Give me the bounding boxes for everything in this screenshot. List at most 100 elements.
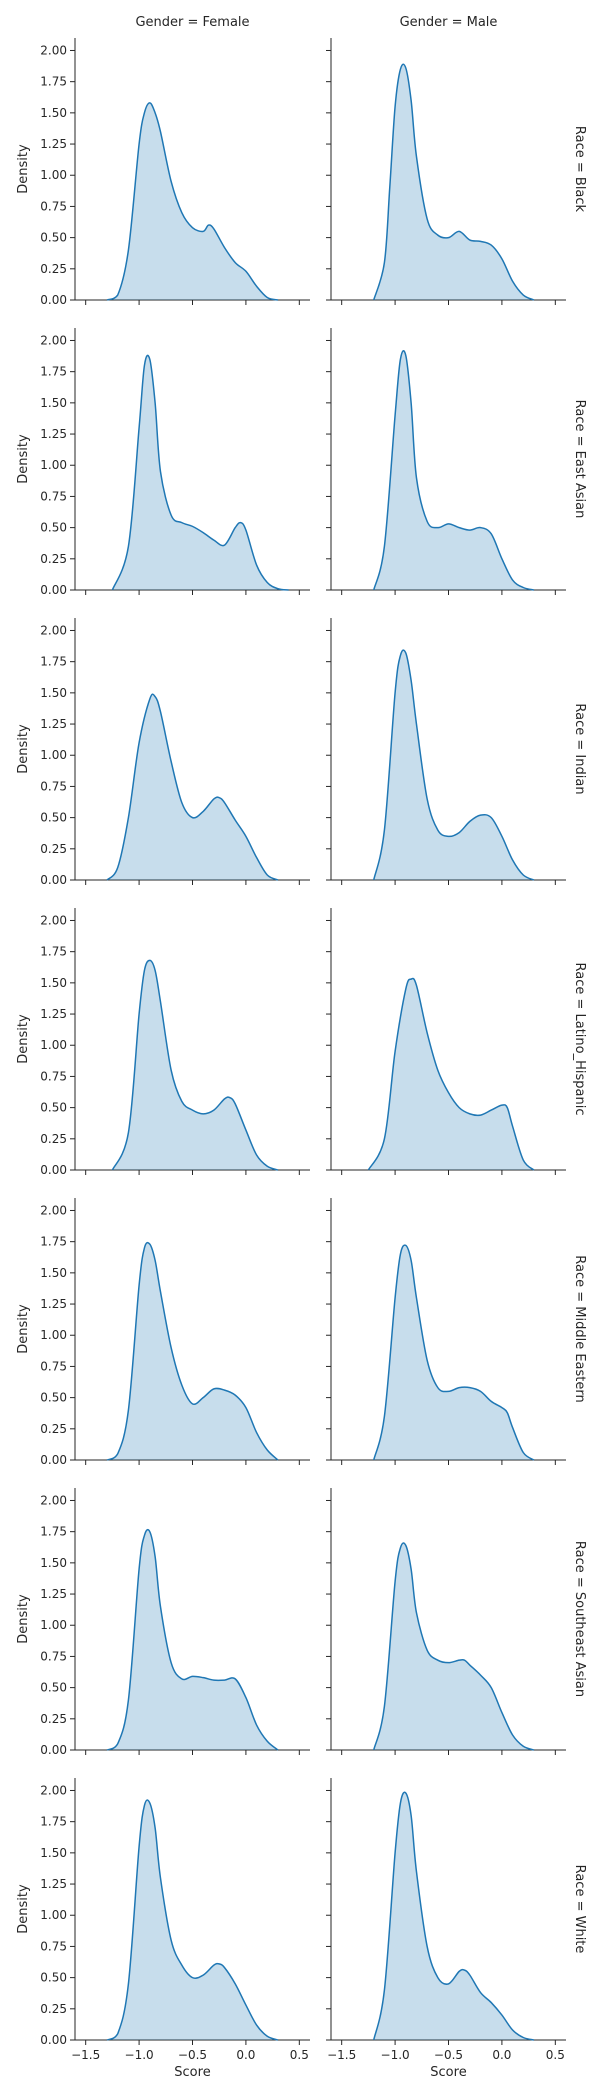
y-tick-label: 1.50 bbox=[40, 1556, 67, 1570]
y-axis-label: Density bbox=[16, 724, 31, 774]
x-tick-label: 0.0 bbox=[236, 2048, 255, 2062]
y-tick-label: 0.25 bbox=[40, 552, 67, 566]
y-tick-label: 1.75 bbox=[40, 945, 67, 959]
density-area bbox=[107, 102, 278, 300]
column-title: Gender = Male bbox=[400, 15, 498, 30]
y-tick-label: 0.50 bbox=[40, 1681, 67, 1695]
y-tick-label: 0.25 bbox=[40, 1422, 67, 1436]
density-area bbox=[373, 1245, 534, 1460]
y-axis-label: Density bbox=[16, 1884, 31, 1934]
y-tick-label: 1.50 bbox=[40, 1266, 67, 1280]
y-tick-label: 1.00 bbox=[40, 1908, 67, 1922]
y-tick-label: 1.75 bbox=[40, 655, 67, 669]
x-tick-label: −1.0 bbox=[381, 2048, 410, 2062]
row-title: Race = Indian bbox=[572, 703, 587, 794]
y-tick-label: 2.00 bbox=[40, 913, 67, 927]
density-line bbox=[372, 1791, 535, 2041]
density-line bbox=[373, 63, 535, 301]
y-tick-label: 0.25 bbox=[40, 262, 67, 276]
density-area bbox=[107, 1800, 278, 2040]
y-tick-label: 1.25 bbox=[40, 1877, 67, 1891]
y-tick-label: 1.00 bbox=[40, 748, 67, 762]
density-line bbox=[111, 959, 279, 1171]
x-tick-label: −0.5 bbox=[434, 2048, 463, 2062]
y-tick-label: 1.00 bbox=[40, 168, 67, 182]
y-tick-label: 0.00 bbox=[40, 1453, 67, 1467]
y-tick-label: 0.00 bbox=[40, 293, 67, 307]
y-tick-label: 0.50 bbox=[40, 1101, 67, 1115]
x-tick-label: −1.5 bbox=[327, 2048, 356, 2062]
y-tick-label: 0.75 bbox=[40, 1069, 67, 1083]
row-title: Race = Latino_Hispanic bbox=[572, 962, 587, 1115]
density-line bbox=[106, 1241, 279, 1461]
y-tick-label: 1.50 bbox=[40, 396, 67, 410]
row-title: Race = Black bbox=[572, 126, 587, 213]
y-axis-label: Density bbox=[16, 1304, 31, 1354]
y-tick-label: 0.00 bbox=[40, 873, 67, 887]
column-title: Gender = Female bbox=[135, 15, 249, 30]
density-area bbox=[373, 64, 534, 301]
x-tick-label: −1.5 bbox=[71, 2048, 100, 2062]
x-tick-label: 0.5 bbox=[290, 2048, 309, 2062]
density-line bbox=[372, 1542, 535, 1751]
y-tick-label: 1.00 bbox=[40, 1328, 67, 1342]
y-tick-label: 0.00 bbox=[40, 583, 67, 597]
y-tick-label: 0.00 bbox=[40, 1743, 67, 1757]
y-tick-label: 0.50 bbox=[40, 1391, 67, 1405]
y-tick-label: 1.50 bbox=[40, 1846, 67, 1860]
y-tick-label: 2.00 bbox=[40, 333, 67, 347]
density-area bbox=[112, 355, 289, 590]
y-tick-label: 0.25 bbox=[40, 1712, 67, 1726]
y-tick-label: 2.00 bbox=[40, 623, 67, 637]
row-title: Race = Southeast Asian bbox=[572, 1541, 587, 1697]
y-axis-label: Density bbox=[16, 144, 31, 194]
y-tick-label: 1.25 bbox=[40, 717, 67, 731]
y-tick-label: 2.00 bbox=[40, 1493, 67, 1507]
y-tick-label: 2.00 bbox=[40, 43, 67, 57]
y-tick-label: 1.50 bbox=[40, 976, 67, 990]
y-tick-label: 0.25 bbox=[40, 842, 67, 856]
y-tick-label: 0.75 bbox=[40, 1649, 67, 1663]
x-tick-label: −1.0 bbox=[125, 2048, 154, 2062]
density-line bbox=[372, 1244, 535, 1461]
x-tick-label: −0.5 bbox=[178, 2048, 207, 2062]
y-tick-label: 0.75 bbox=[40, 489, 67, 503]
row-title: Race = White bbox=[572, 1865, 587, 1954]
y-tick-label: 1.25 bbox=[40, 1297, 67, 1311]
y-tick-label: 0.75 bbox=[40, 199, 67, 213]
y-axis-label: Density bbox=[16, 434, 31, 484]
y-tick-label: 0.75 bbox=[40, 1359, 67, 1373]
y-tick-label: 0.25 bbox=[40, 1132, 67, 1146]
density-line bbox=[106, 102, 279, 301]
y-tick-label: 1.25 bbox=[40, 1007, 67, 1021]
x-tick-label: 0.5 bbox=[546, 2048, 565, 2062]
row-title: Race = Middle Eastern bbox=[572, 1255, 587, 1403]
y-tick-label: 1.25 bbox=[40, 1587, 67, 1601]
y-tick-label: 0.00 bbox=[40, 2033, 67, 2047]
density-area bbox=[107, 694, 278, 880]
y-tick-label: 1.50 bbox=[40, 106, 67, 120]
y-tick-label: 1.00 bbox=[40, 458, 67, 472]
density-line bbox=[372, 350, 535, 591]
x-axis-label: Score bbox=[430, 2065, 466, 2080]
y-tick-label: 1.25 bbox=[40, 137, 67, 151]
density-line bbox=[367, 977, 535, 1171]
row-title: Race = East Asian bbox=[572, 400, 587, 519]
y-tick-label: 0.25 bbox=[40, 2002, 67, 2016]
y-tick-label: 0.50 bbox=[40, 231, 67, 245]
y-tick-label: 0.50 bbox=[40, 1971, 67, 1985]
density-line bbox=[111, 354, 289, 591]
y-tick-label: 1.50 bbox=[40, 686, 67, 700]
y-tick-label: 0.75 bbox=[40, 1939, 67, 1953]
y-axis-label: Density bbox=[16, 1014, 31, 1064]
density-area bbox=[373, 1542, 534, 1750]
x-tick-label: 0.0 bbox=[492, 2048, 511, 2062]
y-tick-label: 2.00 bbox=[40, 1783, 67, 1797]
y-tick-label: 1.75 bbox=[40, 1235, 67, 1249]
y-tick-label: 1.75 bbox=[40, 1525, 67, 1539]
density-line bbox=[106, 1528, 279, 1751]
x-axis-label: Score bbox=[174, 2065, 210, 2080]
y-tick-label: 1.25 bbox=[40, 427, 67, 441]
density-line bbox=[372, 649, 535, 881]
density-area bbox=[107, 1529, 278, 1750]
